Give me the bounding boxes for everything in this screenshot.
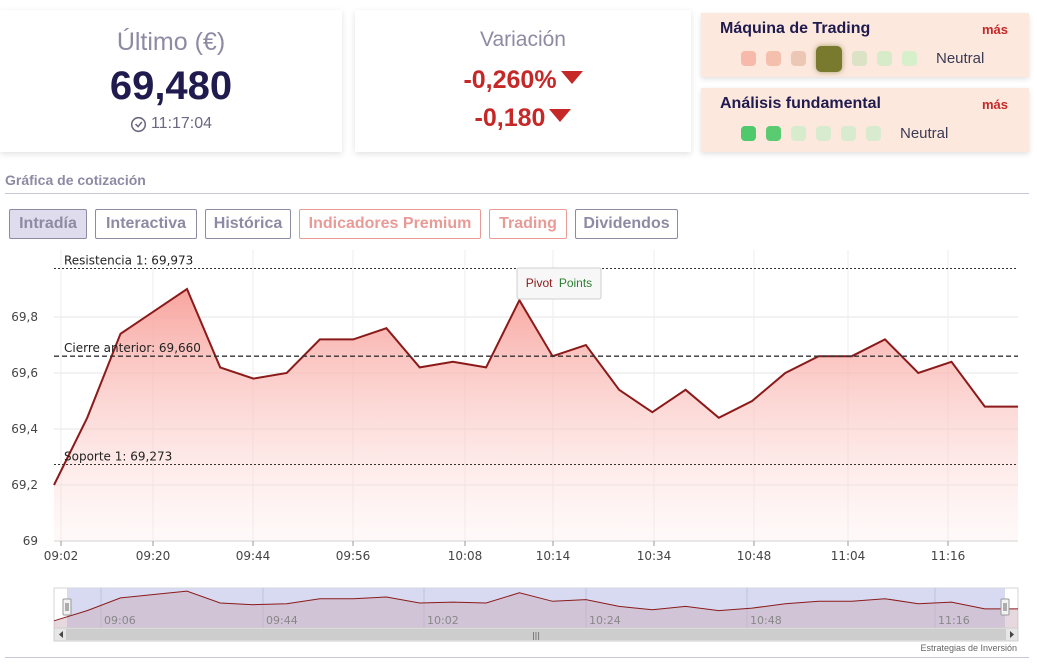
trading-signal-dot xyxy=(877,51,892,66)
x-tick-label: 10:14 xyxy=(536,549,571,563)
section-title: Gráfica de cotización xyxy=(5,172,146,188)
pivot-points-tooltip: Pivot Points xyxy=(516,267,602,300)
x-tick-label: 10:34 xyxy=(637,549,672,563)
last-price-label: Último (€) xyxy=(116,28,226,56)
navigator-tick-label: 09:44 xyxy=(266,614,298,627)
last-price-value: 69,480 xyxy=(109,64,233,108)
navigator-tick-label: 11:16 xyxy=(938,614,970,627)
variation-absolute: -0,180 xyxy=(355,104,691,133)
fundamental-signal-dot xyxy=(866,126,881,141)
trading-machine-status: Neutral xyxy=(936,50,985,67)
section-divider xyxy=(5,193,1029,194)
tooltip-word-1: Pivot xyxy=(526,276,553,290)
navigator-line xyxy=(53,590,1018,622)
trading-signal-dot xyxy=(902,51,917,66)
triangle-down-icon xyxy=(549,109,572,122)
fundamental-analysis-more-link[interactable]: más xyxy=(981,97,1008,112)
scroll-left-arrow-icon[interactable] xyxy=(59,631,63,638)
trading-signal-dot xyxy=(852,51,867,66)
trading-signal-dot xyxy=(791,51,806,66)
y-tick-label: 69,8 xyxy=(11,310,38,324)
scrollbar-grip-icon: ||| xyxy=(532,631,540,640)
scrollbar-thumb[interactable] xyxy=(66,629,1006,640)
bottom-divider xyxy=(5,657,1029,658)
y-tick-label: 69 xyxy=(23,534,38,548)
fundamental-analysis-title: Análisis fundamental xyxy=(720,95,881,112)
clock-icon xyxy=(130,116,147,132)
reference-line-label: Resistencia 1: 69,973 xyxy=(64,254,193,268)
x-tick-label: 09:56 xyxy=(336,549,371,563)
reference-line-label: Cierre anterior: 69,660 xyxy=(64,341,201,355)
navigator-tick-label: 09:06 xyxy=(104,614,136,627)
fundamental-analysis-status: Neutral xyxy=(900,125,949,142)
x-tick-label: 11:04 xyxy=(831,549,866,563)
x-tick-label: 09:02 xyxy=(44,549,79,563)
trading-signal-dot xyxy=(741,51,756,66)
intraday-chart[interactable]: Resistencia 1: 69,973 Cierre anterior: 69… xyxy=(0,250,1037,568)
tab-intradia[interactable]: Intradía xyxy=(9,209,87,239)
last-price-card: Último (€) 69,480 11:17:04 xyxy=(0,10,342,152)
trading-machine-more-link[interactable]: más xyxy=(981,22,1008,37)
tab-interactiva[interactable]: Interactiva xyxy=(95,209,197,239)
triangle-down-icon xyxy=(560,71,583,84)
navigator-tick-label: 10:02 xyxy=(427,614,459,627)
navigator-tick-label: 10:24 xyxy=(589,614,621,627)
svg-text:Pivot Points: Pivot Points xyxy=(526,276,592,290)
fundamental-signal-dot xyxy=(816,126,831,141)
chart-credit: Estrategias de Inversión xyxy=(920,643,1017,653)
tab-indicadores-premium[interactable]: Indicadores Premium xyxy=(299,209,481,239)
x-tick-label: 09:44 xyxy=(236,549,271,563)
tab-trading[interactable]: Trading xyxy=(489,209,567,239)
navigator-selection[interactable] xyxy=(67,588,1005,628)
navigator-tick-label: 10:48 xyxy=(750,614,782,627)
navigator-area xyxy=(54,591,1018,628)
tab-dividendos[interactable]: Dividendos xyxy=(575,209,678,239)
variation-card: Variación -0,260% -0,180 xyxy=(355,10,691,152)
fundamental-signal-dot xyxy=(766,126,781,141)
reference-line-label: Soporte 1: 69,273 xyxy=(64,450,172,464)
fundamental-signal-dot xyxy=(741,126,756,141)
navigator-left-handle[interactable] xyxy=(62,598,72,616)
trading-signal-dot xyxy=(816,46,842,72)
navigator-scrollbar[interactable]: ||| xyxy=(53,627,1019,642)
variation-percent-text: -0,260% xyxy=(463,66,557,94)
navigator-ticks: 09:06 09:44 10:02 10:24 10:48 11:16 xyxy=(104,614,970,627)
y-tick-label: 69,2 xyxy=(11,478,38,492)
scroll-right-arrow-icon[interactable] xyxy=(1010,631,1014,638)
price-area xyxy=(54,289,1018,541)
tooltip-word-2: Points xyxy=(559,276,592,290)
y-tick-label: 69,6 xyxy=(11,366,38,380)
variation-label: Variación xyxy=(480,28,566,51)
x-tick-label: 09:20 xyxy=(136,549,171,563)
variation-percent: -0,260% xyxy=(355,66,691,95)
x-tick-label: 10:48 xyxy=(737,549,772,563)
variation-absolute-text: -0,180 xyxy=(474,104,546,132)
fundamental-analysis-card: Análisis fundamental más Neutral xyxy=(701,88,1029,152)
price-line xyxy=(53,287,1018,486)
time-text: 11:17:04 xyxy=(150,115,213,132)
tab-historica[interactable]: Histórica xyxy=(205,209,291,239)
y-axis-ticks: 69 69,2 69,4 69,6 69,8 xyxy=(11,310,38,548)
y-tick-label: 69,4 xyxy=(11,422,38,436)
fundamental-signal-dot xyxy=(841,126,856,141)
trading-machine-title: Máquina de Trading xyxy=(720,20,871,37)
trading-machine-card: Máquina de Trading más Neutral xyxy=(701,13,1029,77)
last-price-time: 11:17:04 xyxy=(0,115,342,133)
navigator-right-handle[interactable] xyxy=(1000,598,1010,616)
chart-navigator[interactable]: 09:06 09:44 10:02 10:24 10:48 11:16 ||| xyxy=(0,585,1037,645)
fundamental-signal-dot xyxy=(791,126,806,141)
x-axis-ticks: 09:02 09:20 09:44 09:56 10:08 10:14 10:34 10:48… xyxy=(44,541,966,563)
x-tick-label: 10:08 xyxy=(448,549,483,563)
reference-lines: Resistencia 1: 69,973 Cierre anterior: 69… xyxy=(54,254,1018,466)
trading-signal-dot xyxy=(766,51,781,66)
x-tick-label: 11:16 xyxy=(931,549,966,563)
